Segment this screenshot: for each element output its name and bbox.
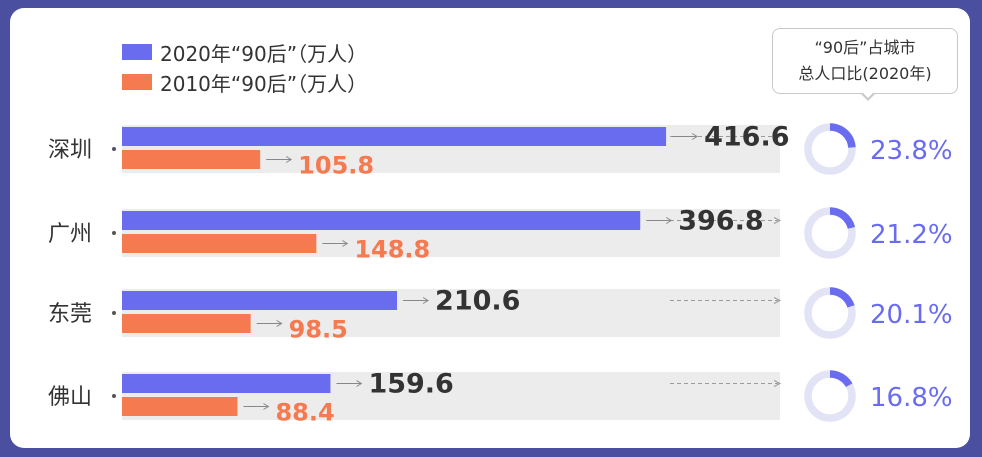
legend-label-2010: 2010年“90后”（万人） xyxy=(160,71,368,96)
share-percent-label: 21.2% xyxy=(870,220,953,250)
bar-2020 xyxy=(122,127,667,146)
value-label-2020: 210.6 xyxy=(435,286,520,317)
share-percent-label: 16.8% xyxy=(870,383,953,413)
value-arrow-head-2020 xyxy=(665,217,673,224)
value-label-2010: 148.8 xyxy=(354,236,430,264)
category-dot xyxy=(112,394,116,398)
value-arrow-head-2010 xyxy=(285,156,293,163)
callout-line-2: 总人口比(2020年) xyxy=(798,64,932,83)
legend-item-2020: 2020年“90后”（万人） xyxy=(122,40,368,66)
value-label-2010: 88.4 xyxy=(275,399,334,427)
guide-arrow xyxy=(773,133,782,140)
value-arrow-head-2020 xyxy=(691,133,699,140)
category-label: 广州 xyxy=(48,222,92,247)
share-percent-label: 23.8% xyxy=(870,136,953,166)
value-arrow-head-2020 xyxy=(422,297,430,304)
category-dot xyxy=(112,231,116,235)
value-label-2020: 396.8 xyxy=(678,206,763,237)
value-label-2010: 105.8 xyxy=(298,152,374,180)
share-ring-fill xyxy=(804,207,856,259)
legend-swatch-2010 xyxy=(122,74,152,90)
bar-2020 xyxy=(122,291,398,310)
value-arrow-head-2010 xyxy=(263,403,270,410)
callout-tail-inner xyxy=(861,91,874,98)
share-percent-label: 20.1% xyxy=(870,300,953,330)
bar-2020 xyxy=(122,211,641,230)
bar-2010 xyxy=(122,314,251,333)
category-dot xyxy=(112,311,116,315)
category-dot xyxy=(112,147,116,151)
value-label-2010: 98.5 xyxy=(289,316,348,344)
value-arrow-head-2010 xyxy=(276,320,283,327)
legend-swatch-2020 xyxy=(122,44,152,60)
bar-2010 xyxy=(122,397,238,416)
value-label-2020: 416.6 xyxy=(704,122,789,153)
category-label: 深圳 xyxy=(48,138,92,163)
bar-2010 xyxy=(122,150,261,169)
value-arrow-head-2020 xyxy=(356,380,363,387)
share-ring-fill xyxy=(804,287,856,339)
guide-arrow xyxy=(773,217,782,224)
share-ring-fill xyxy=(804,370,856,422)
bar-2020 xyxy=(122,374,331,393)
legend-item-2010: 2010年“90后”（万人） xyxy=(122,70,368,96)
share-callout: “90后”占城市 总人口比(2020年) xyxy=(772,28,958,94)
value-label-2020: 159.6 xyxy=(368,369,453,400)
legend-label-2020: 2020年“90后”（万人） xyxy=(160,41,368,66)
share-ring-fill xyxy=(804,123,856,175)
category-label: 佛山 xyxy=(48,385,92,410)
guide-arrow xyxy=(773,380,782,387)
bar-2010 xyxy=(122,234,317,253)
callout-line-1: “90后”占城市 xyxy=(814,38,916,57)
guide-arrow xyxy=(773,297,782,304)
value-arrow-head-2010 xyxy=(342,240,349,247)
category-label: 东莞 xyxy=(48,302,92,327)
